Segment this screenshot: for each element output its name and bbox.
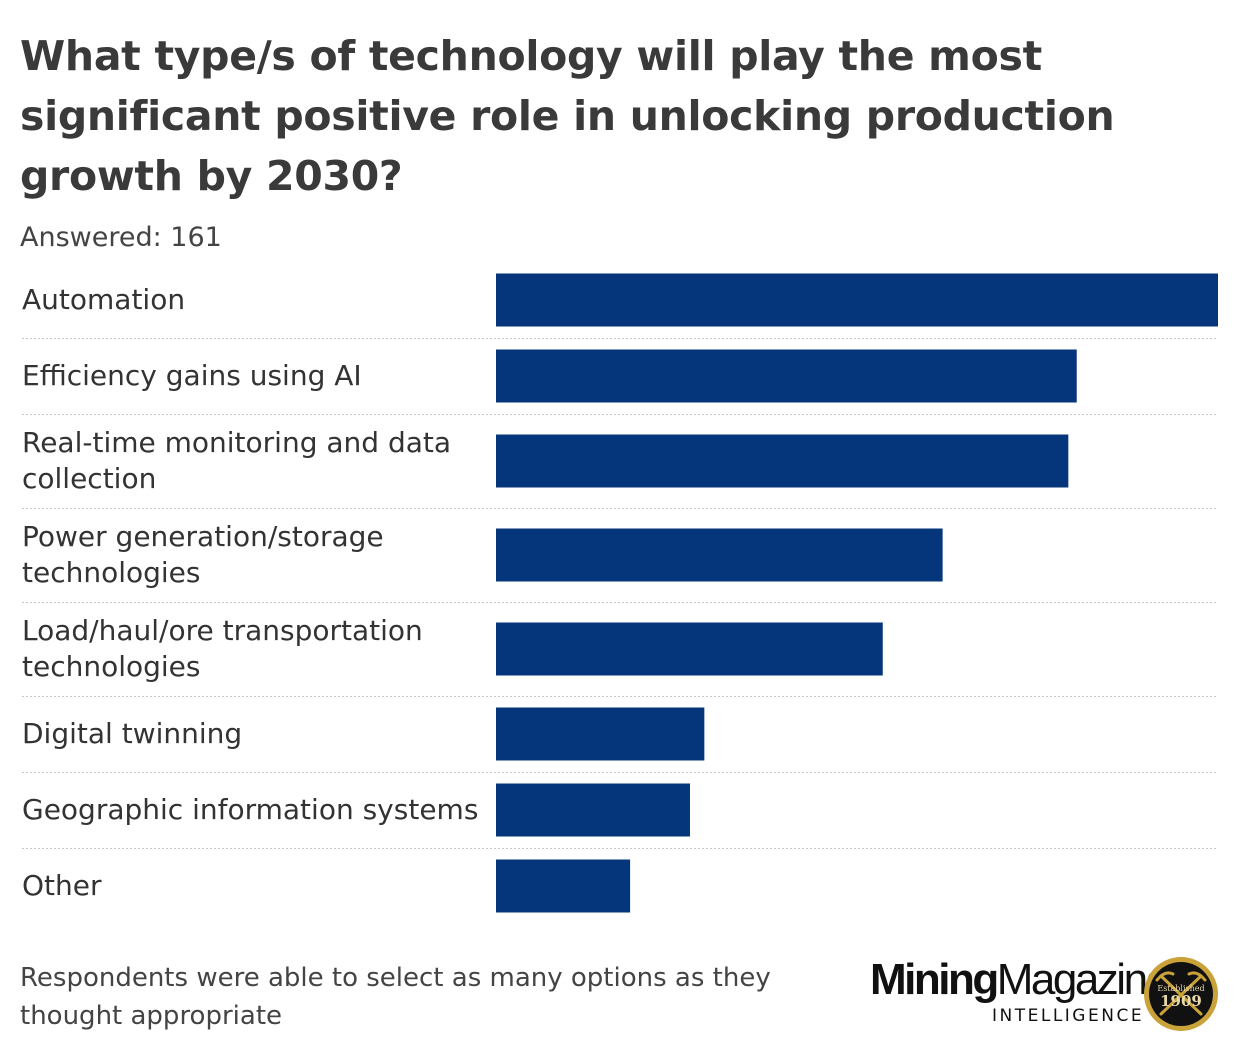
logo-subtitle: INTELLIGENCE <box>992 1006 1145 1026</box>
bar <box>496 707 705 761</box>
category-label: Other <box>22 869 102 902</box>
bar <box>496 528 943 582</box>
bar <box>496 434 1069 488</box>
established-badge-icon: Established 1909 <box>1144 957 1218 1031</box>
category-label: Geographic information systems <box>22 793 479 826</box>
mining-magazine-logo: MiningMagazine INTELLIGENCE Established … <box>870 952 1220 1032</box>
chart-footnote: Respondents were able to select as many … <box>20 963 771 1031</box>
logo-wordmark: MiningMagazine <box>870 955 1170 1004</box>
category-label: Power generation/storage technologies <box>22 520 384 589</box>
bar <box>496 349 1077 403</box>
bar <box>496 622 883 676</box>
badge-year: 1909 <box>1160 992 1202 1010</box>
category-label: Real-time monitoring and data collection <box>22 426 452 495</box>
category-label: Efficiency gains using AI <box>22 359 362 392</box>
bar <box>496 783 690 837</box>
chart-subtitle: Answered: 161 <box>20 222 222 253</box>
chart-title: What type/s of technology will play the … <box>20 32 1115 200</box>
bar <box>496 859 631 913</box>
badge-text: Established <box>1157 984 1204 993</box>
category-label: Digital twinning <box>22 717 243 750</box>
bar-chart-canvas <box>22 273 1218 913</box>
category-label: Load/haul/ore transportation technologie… <box>22 614 423 683</box>
bar <box>496 273 1218 327</box>
category-label: Automation <box>22 283 186 316</box>
